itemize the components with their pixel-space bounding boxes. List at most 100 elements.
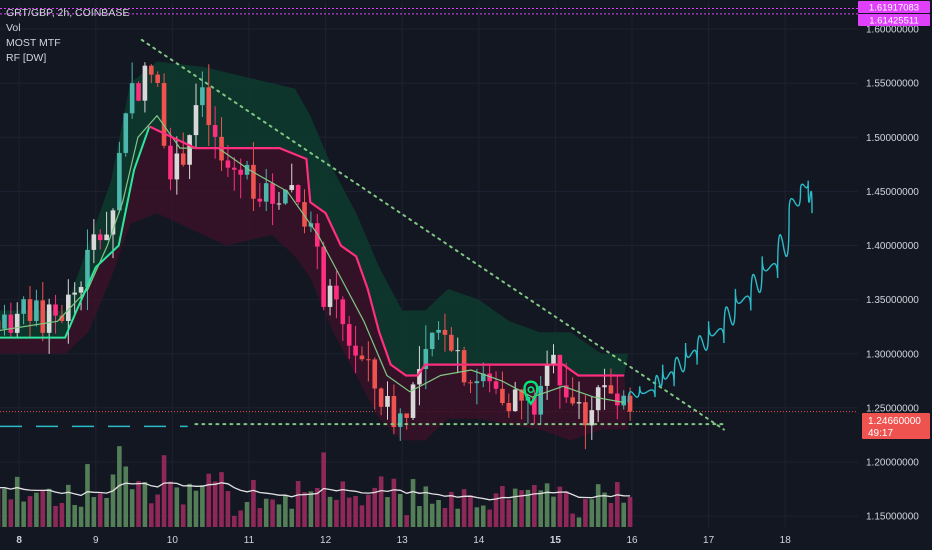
volume-bar-18 (104, 497, 109, 527)
candle-body-71 (442, 329, 448, 335)
volume-bar-14 (78, 506, 84, 527)
candle-body-63 (391, 396, 397, 427)
volume-bar-4 (14, 476, 20, 527)
volume-bar-17 (97, 493, 103, 527)
candle-body-66 (410, 384, 416, 418)
user-drawings (0, 38, 813, 431)
candle-body-64 (397, 413, 403, 427)
candle-body-4 (14, 313, 20, 333)
volume-bar-32 (193, 490, 199, 527)
descending-trendline (140, 38, 725, 431)
volume-bar-23 (136, 481, 141, 527)
volume-bar-77 (480, 505, 486, 527)
volume-bar-42 (257, 508, 263, 527)
y-tick-2: 1.50000000 (866, 133, 919, 144)
volume-bar-54 (334, 499, 339, 527)
volume-bar-93 (583, 499, 588, 527)
volume-bar-53 (327, 496, 333, 527)
volume-bar-35 (212, 481, 218, 527)
x-tick-5: 13 (397, 535, 409, 546)
volume-bar-79 (493, 493, 499, 527)
volume-bar-50 (308, 491, 314, 527)
badge-top1-bg (858, 1, 930, 13)
legend-vol[interactable]: Vol (6, 22, 21, 34)
volume-bar-94 (589, 499, 595, 527)
volume-bar-44 (270, 499, 275, 527)
volume-bar-89 (557, 486, 563, 527)
volume-bar-43 (263, 498, 269, 527)
candle-body-22 (129, 83, 135, 114)
candle-body-45 (276, 203, 282, 205)
volume-bar-59 (366, 494, 371, 527)
volume-bar-30 (180, 504, 186, 527)
candle-body-78 (487, 373, 492, 382)
candle-body-11 (59, 315, 65, 321)
legend-most[interactable]: MOST MTF (6, 37, 61, 49)
candle-body-94 (589, 410, 595, 426)
candle-body-41 (251, 164, 256, 199)
legend-rf[interactable]: RF [DW] (6, 52, 47, 64)
volume-bar-75 (468, 495, 473, 527)
candle-body-75 (468, 382, 473, 384)
candle-body-13 (72, 292, 77, 295)
candle-body-3 (8, 314, 14, 333)
x-tick-6: 14 (473, 535, 485, 546)
volume-bar-41 (251, 479, 256, 527)
current-price: 1.24660000 (868, 416, 921, 427)
candle-body-60 (372, 359, 378, 389)
candle-body-21 (123, 113, 129, 153)
candle-body-69 (429, 332, 435, 349)
candle-body-92 (576, 402, 582, 404)
candle-body-38 (231, 167, 237, 170)
candle-body-98 (615, 393, 620, 406)
volume-average-line (0, 482, 631, 501)
volume-bars (0, 446, 633, 527)
volume-bar-24 (142, 482, 148, 527)
y-tick-8: 1.20000000 (866, 458, 919, 469)
candle-body-46 (283, 189, 288, 204)
ma-line (0, 114, 625, 404)
time-axis[interactable]: 8 9 10 11 12 13 14 15 16 17 18 (16, 535, 791, 546)
volume-bar-61 (378, 476, 384, 527)
candle-body-95 (595, 387, 601, 411)
forecast-path (627, 180, 813, 403)
candle-body-89 (557, 354, 563, 386)
candle-body-67 (417, 368, 422, 385)
candle-body-65 (404, 413, 409, 418)
volume-bar-84 (525, 489, 531, 527)
volume-bar-98 (615, 482, 620, 527)
volume-bar-65 (404, 515, 409, 527)
countdown: 49:17 (868, 428, 893, 439)
candle-body-55 (340, 299, 346, 325)
volume-bar-92 (576, 517, 582, 527)
candle-body-17 (97, 234, 103, 241)
volume-bar-38 (231, 515, 237, 527)
volume-bar-29 (174, 487, 180, 527)
candle-body-35 (212, 125, 218, 137)
volume-bar-6 (27, 496, 33, 527)
y-tick-6: 1.30000000 (866, 349, 919, 360)
volume-bar-3 (8, 499, 14, 527)
volume-bar-49 (302, 492, 307, 527)
candle-body-12 (66, 294, 71, 321)
candle-body-18 (104, 234, 109, 241)
volume-bar-15 (85, 464, 90, 527)
volume-bar-85 (532, 484, 537, 527)
most-line-up (0, 126, 151, 339)
volume-bar-25 (149, 503, 154, 527)
cloud-upper (0, 61, 629, 376)
volume-bar-34 (206, 473, 212, 527)
x-tick-4: 12 (320, 535, 332, 546)
candle-body-72 (449, 334, 454, 351)
volume-bar-51 (314, 488, 320, 527)
price-axis[interactable]: 1.60000000 1.55000000 1.50000000 1.45000000… (858, 0, 932, 550)
candle-body-62 (385, 396, 390, 407)
price-badges: 1.61917083 1.61425511 1.24660000 49:17 (858, 1, 930, 439)
volume-bar-39 (238, 510, 243, 527)
volume-bar-10 (53, 505, 58, 527)
legend-symbol[interactable]: GRT/GBP, 2h, COINBASE (6, 7, 130, 19)
volume-bar-90 (563, 491, 569, 527)
candle-body-40 (244, 164, 250, 175)
volume-bar-63 (391, 478, 397, 527)
